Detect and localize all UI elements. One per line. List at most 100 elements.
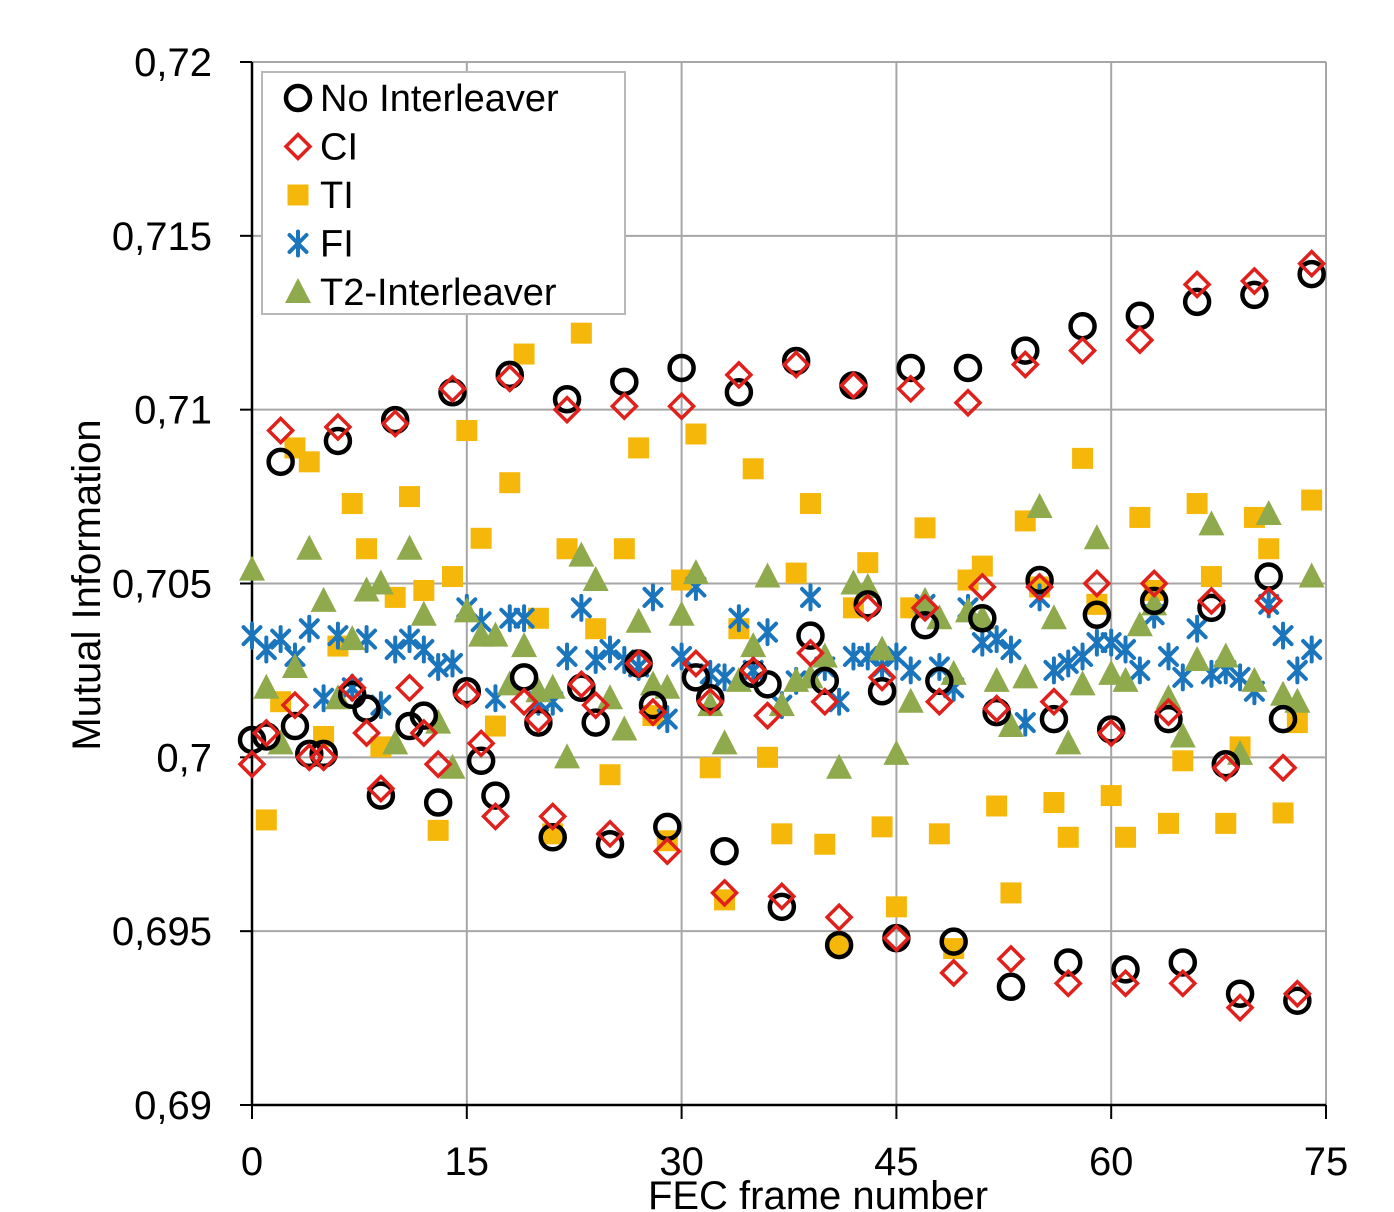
data-point <box>1185 290 1209 314</box>
data-point <box>1275 624 1292 648</box>
data-point <box>1071 314 1095 338</box>
data-point <box>573 596 590 620</box>
y-tick-label: 0,695 <box>112 910 212 954</box>
data-point <box>614 538 635 559</box>
y-tick-label: 0,705 <box>112 563 212 607</box>
data-point <box>1201 566 1222 587</box>
data-point <box>442 566 463 587</box>
y-tick-label: 0,7 <box>156 736 212 780</box>
data-point <box>600 764 621 785</box>
data-point <box>584 711 608 735</box>
data-point <box>1273 802 1294 823</box>
data-point <box>1131 658 1148 682</box>
data-point <box>786 563 807 584</box>
data-point <box>1189 617 1206 641</box>
data-point <box>1299 563 1325 588</box>
data-point <box>1128 328 1152 352</box>
data-point <box>757 747 778 768</box>
data-point <box>244 624 261 648</box>
y-tick-labels: 0,690,6950,70,7050,710,7150,72 <box>112 41 212 1128</box>
legend-label: TI <box>320 175 354 217</box>
data-point <box>571 323 592 344</box>
data-point <box>974 631 991 655</box>
data-point <box>986 796 1007 817</box>
legend: No Interleaver CI TI FI T2-Interleaver <box>262 72 625 314</box>
data-point <box>628 437 649 458</box>
data-point <box>915 517 936 538</box>
data-point <box>1128 304 1152 328</box>
legend-label: No Interleaver <box>320 78 559 120</box>
data-point <box>1213 643 1239 668</box>
y-tick-label: 0,715 <box>112 215 212 259</box>
data-point <box>368 570 394 595</box>
data-point <box>426 791 450 815</box>
data-point <box>428 820 449 841</box>
data-point <box>644 585 661 609</box>
data-point <box>1055 729 1081 754</box>
data-point <box>999 947 1023 971</box>
data-point <box>269 450 293 474</box>
legend-label: CI <box>320 127 358 169</box>
data-point <box>1170 722 1196 747</box>
data-point <box>929 823 950 844</box>
data-point <box>755 563 781 588</box>
data-point <box>499 472 520 493</box>
data-point <box>1043 792 1064 813</box>
data-point <box>1012 663 1038 688</box>
x-tick-label: 0 <box>241 1140 263 1184</box>
data-point <box>800 493 821 514</box>
data-point <box>902 658 919 682</box>
data-point <box>1187 493 1208 514</box>
data-point <box>1042 707 1066 731</box>
x-axis-title: FEC frame number <box>648 1174 988 1212</box>
data-point <box>1070 670 1096 695</box>
data-point <box>1158 813 1179 834</box>
y-axis-title: Mutual Information <box>65 419 109 750</box>
data-point <box>399 486 420 507</box>
legend-item: No Interleaver <box>286 78 559 120</box>
data-point <box>1289 658 1306 682</box>
data-point <box>1257 565 1281 589</box>
data-point <box>430 655 447 679</box>
data-point <box>554 743 580 768</box>
data-point <box>612 394 636 418</box>
data-point <box>456 420 477 441</box>
data-point <box>1258 538 1279 559</box>
data-point <box>743 458 764 479</box>
data-point <box>984 667 1010 692</box>
data-point <box>759 620 776 644</box>
data-point <box>1198 510 1224 535</box>
data-point <box>397 535 423 560</box>
y-tick-label: 0,72 <box>134 41 212 85</box>
data-point <box>869 636 895 661</box>
data-point <box>1129 507 1150 528</box>
x-tick-label: 60 <box>1089 1140 1134 1184</box>
data-point <box>444 651 461 675</box>
data-point <box>999 975 1023 999</box>
legend-marker <box>288 185 309 206</box>
data-point <box>827 905 851 929</box>
data-point <box>1115 827 1136 848</box>
data-point <box>585 618 606 639</box>
data-point <box>512 665 536 689</box>
data-point <box>342 493 363 514</box>
data-point <box>256 809 277 830</box>
data-point <box>514 344 535 365</box>
data-point <box>1071 339 1095 363</box>
legend-label: T2-Interleaver <box>320 272 557 314</box>
data-point <box>814 834 835 855</box>
data-point <box>299 451 320 472</box>
series-ci <box>240 252 1324 1020</box>
data-point <box>1301 490 1322 511</box>
data-point <box>956 391 980 415</box>
data-point <box>700 757 721 778</box>
data-point <box>1271 756 1295 780</box>
x-tick-label: 15 <box>445 1140 490 1184</box>
data-point <box>612 370 636 394</box>
data-point <box>485 716 506 737</box>
data-point <box>771 823 792 844</box>
data-point <box>1058 827 1079 848</box>
data-point <box>872 816 893 837</box>
data-point <box>1084 524 1110 549</box>
